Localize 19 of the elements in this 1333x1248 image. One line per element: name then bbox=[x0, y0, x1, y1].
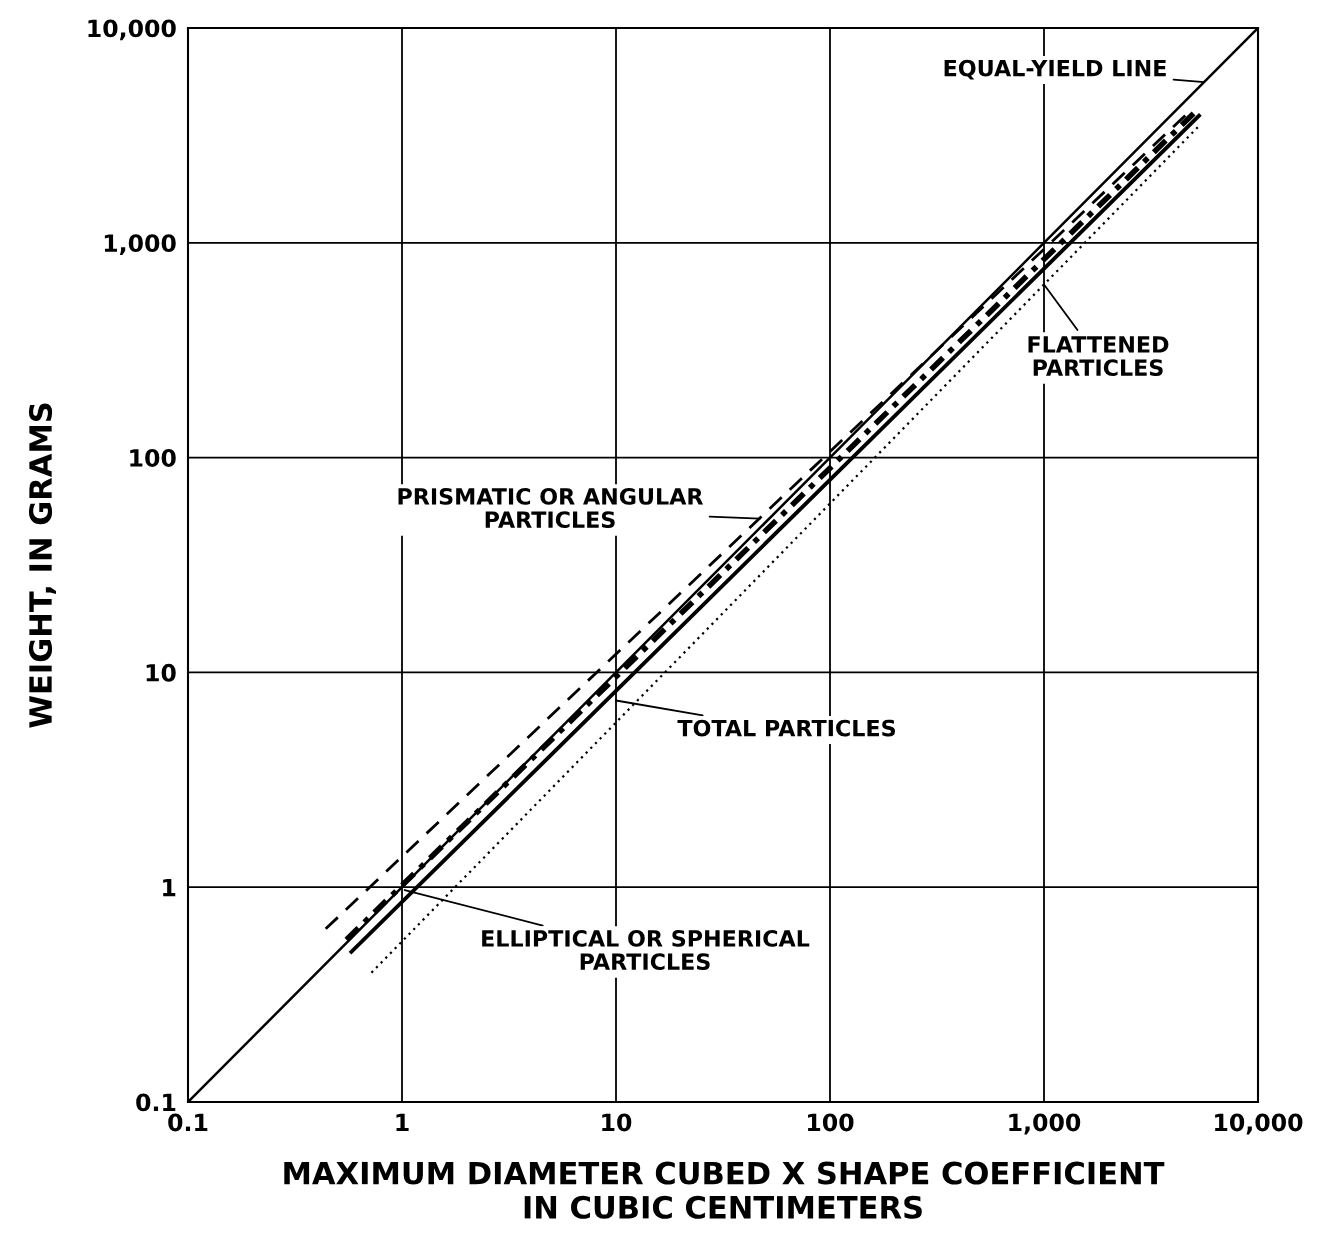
y-tick-label: 0.1 bbox=[136, 1093, 176, 1112]
annotation: EQUAL-YIELD LINE bbox=[944, 59, 1166, 80]
x-tick-label: 10 bbox=[602, 1113, 632, 1132]
x-tick-label: 10,000 bbox=[1215, 1113, 1303, 1135]
y-tick-label: 1 bbox=[163, 878, 176, 897]
y-axis-title: WEIGHT, IN GRAMS bbox=[28, 403, 56, 728]
x-axis-title: MAXIMUM DIAMETER CUBED X SHAPE COEFFICIENT IN CUBIC CENTIMETERS bbox=[284, 1161, 1165, 1219]
x-tick-label: 1 bbox=[396, 1113, 409, 1132]
annotation: PRISMATIC OR ANGULAR PARTICLES bbox=[398, 488, 704, 529]
y-tick-label: 10 bbox=[146, 663, 176, 682]
annotation: TOTAL PARTICLES bbox=[677, 719, 895, 737]
x-tick-label: 100 bbox=[808, 1113, 854, 1132]
y-tick-label: 10,000 bbox=[88, 19, 176, 41]
x-tick-label: 0.1 bbox=[168, 1113, 208, 1132]
annotation: FLATTENED PARTICLES bbox=[1028, 336, 1169, 377]
y-tick-label: 1,000 bbox=[104, 234, 176, 256]
y-tick-label: 100 bbox=[130, 449, 176, 467]
x-tick-label: 1,000 bbox=[1009, 1113, 1081, 1135]
annotation: ELLIPTICAL OR SPHERICAL PARTICLES bbox=[482, 930, 810, 971]
